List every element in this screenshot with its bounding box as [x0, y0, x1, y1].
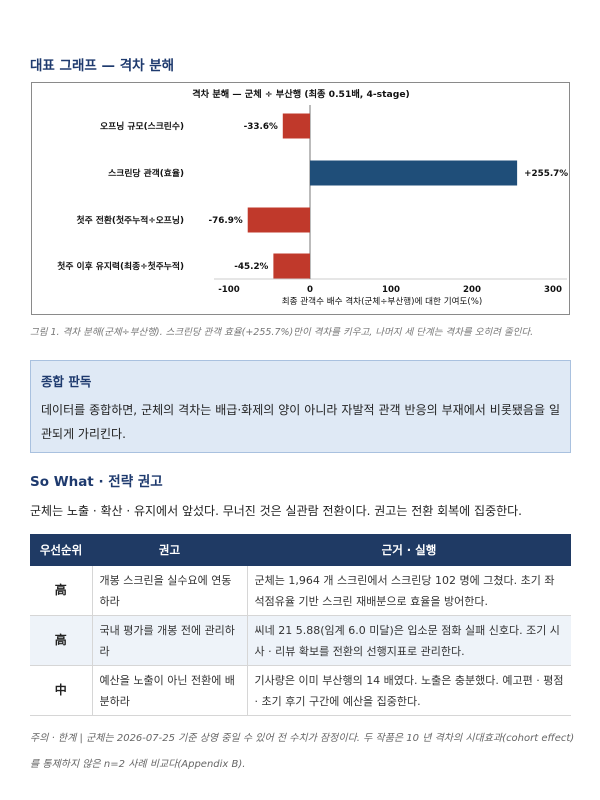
bar-1 [310, 160, 518, 186]
x-tick-label: -100 [218, 285, 240, 295]
verdict-title: 종합 판독 [41, 374, 92, 389]
category-label: 첫주 이후 유지력(최종÷첫주누적) [57, 260, 184, 272]
section-heading-sowhat: So What · 전략 권고 [30, 474, 163, 490]
limitations-note: 주의 · 한계 | 군체는 2026-07-25 기준 상영 중일 수 있어 전… [30, 733, 575, 770]
bar-0 [282, 113, 310, 139]
x-tick-label: 300 [544, 285, 562, 295]
category-label: 첫주 전환(첫주누적÷오프닝) [77, 214, 185, 226]
chart-frame: 격차 분해 — 군체 ÷ 부산행 (최종 0.51배, 4-stage) 오프닝 … [31, 82, 570, 315]
evidence-cell: 씨네 21 5.88(임계 6.0 미달)은 입소문 점화 실패 신호다. 조기… [246, 615, 571, 666]
header-priority: 우선순위 [30, 534, 92, 566]
x-tick-label: 0 [307, 285, 313, 295]
verdict-body: 데이터를 종합하면, 군체의 격차는 배급·화제의 양이 아니라 자발적 관객 … [41, 403, 560, 441]
evidence-cell: 기사량은 이미 부산행의 14 배였다. 노출은 충분했다. 예고편 · 평점 … [246, 665, 571, 716]
gap-decomposition-chart: 격차 분해 — 군체 ÷ 부산행 (최종 0.51배, 4-stage) 오프닝 … [57, 88, 568, 307]
table-row: 中 예산을 노출이 아닌 전환에 배분하라 기사량은 이미 부산행의 14 배였… [30, 665, 571, 716]
priority-cell: 高 [30, 615, 92, 666]
value-label: -76.9% [209, 216, 243, 226]
bar-2 [247, 207, 310, 233]
section-heading-chart: 대표 그래프 — 격차 분해 [30, 58, 175, 74]
value-label: +255.7% [524, 169, 568, 179]
recommendation-cell: 국내 평가를 개봉 전에 관리하라 [91, 615, 247, 666]
x-tick-label: 100 [382, 285, 400, 295]
chart-title: 격차 분해 — 군체 ÷ 부산행 (최종 0.51배, 4-stage) [192, 88, 410, 100]
bar-3 [273, 253, 310, 279]
value-label: -45.2% [234, 262, 268, 272]
recommendation-cell: 개봉 스크린을 실수요에 연동하라 [91, 566, 247, 616]
evidence-cell: 군체는 1,964 개 스크린에서 스크린당 102 명에 그쳤다. 초기 좌석… [246, 566, 571, 616]
verdict-box: 종합 판독 데이터를 종합하면, 군체의 격차는 배급·화제의 양이 아니라 자… [30, 360, 571, 453]
priority-cell: 高 [30, 566, 92, 616]
recommendation-cell: 예산을 노출이 아닌 전환에 배분하라 [91, 665, 247, 716]
header-evidence: 근거 · 실행 [247, 534, 571, 566]
priority-cell: 中 [30, 665, 92, 716]
table-header-row: 우선순위 권고 근거 · 실행 [30, 534, 571, 566]
figure-caption: 그림 1. 격차 분해(군체÷부산행). 스크린당 관객 효율(+255.7%)… [30, 327, 534, 338]
table-row: 高 국내 평가를 개봉 전에 관리하라 씨네 21 5.88(임계 6.0 미달… [30, 615, 571, 666]
x-axis-label: 최종 관객수 배수 격차(군체÷부산행)에 대한 기여도(%) [282, 295, 483, 307]
value-label: -33.6% [244, 122, 278, 132]
category-label: 오프닝 규모(스크린수) [100, 120, 184, 132]
header-recommendation: 권고 [92, 534, 247, 566]
recommendation-table: 우선순위 권고 근거 · 실행 高 개봉 스크린을 실수요에 연동하라 군체는 … [30, 534, 571, 716]
x-tick-label: 200 [463, 285, 481, 295]
sowhat-intro: 군체는 노출 · 확산 · 유지에서 앞섰다. 무너진 것은 실관람 전환이다.… [30, 504, 522, 518]
table-row: 高 개봉 스크린을 실수요에 연동하라 군체는 1,964 개 스크린에서 스크… [30, 566, 571, 616]
category-label: 스크린당 관객(효율) [108, 167, 184, 179]
